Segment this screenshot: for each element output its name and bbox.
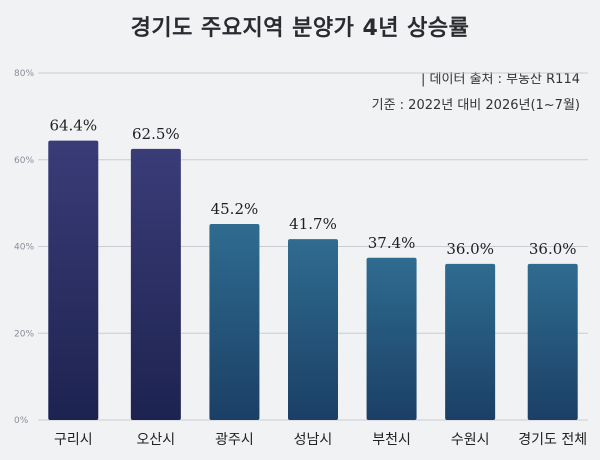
x-category-label: 부천시: [372, 432, 411, 448]
basis-note: 기준 : 2022년 대비 2026년(1~7월): [371, 98, 580, 113]
chart-title: 경기도 주요지역 분양가 4년 상승률: [130, 16, 470, 41]
y-tick-label: 20%: [14, 329, 34, 339]
x-category-label: 수원시: [451, 432, 490, 448]
bar-value-label: 41.7%: [289, 215, 337, 233]
x-category-label: 광주시: [215, 432, 254, 448]
bar-value-label: 64.4%: [49, 117, 97, 135]
y-tick-label: 80%: [14, 69, 34, 79]
bar: [209, 223, 260, 420]
bar: [527, 263, 578, 420]
bar: [48, 140, 99, 421]
bar-value-label: 36.0%: [529, 240, 577, 258]
bar: [288, 239, 338, 420]
y-tick-label: 60%: [14, 156, 34, 166]
x-category-label: 오산시: [137, 432, 176, 448]
bar-value-label: 45.2%: [211, 200, 259, 218]
x-category-label: 구리시: [54, 432, 93, 448]
bar: [445, 263, 496, 420]
y-tick-label: 0%: [14, 416, 29, 426]
data-source-note: | 데이터 출처 : 부동산 R114: [421, 72, 580, 87]
x-category-label: 경기도 전체: [518, 432, 587, 448]
bar: [366, 257, 417, 420]
bar-value-label: 37.4%: [368, 234, 416, 252]
x-category-label: 성남시: [294, 432, 333, 448]
bar-value-label: 36.0%: [446, 240, 494, 258]
bar: [130, 148, 181, 420]
bar-value-label: 62.5%: [132, 125, 180, 143]
y-tick-label: 40%: [14, 243, 34, 253]
